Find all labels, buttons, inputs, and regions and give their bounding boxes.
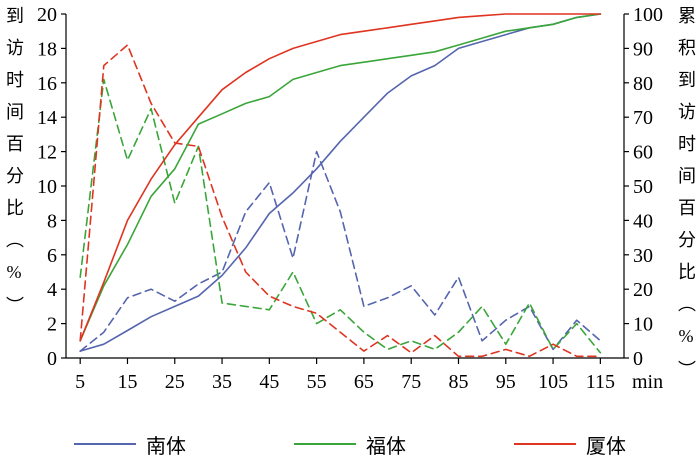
x-tick-label: 35 (212, 371, 232, 393)
series-福体-到访时间百分比 (79, 78, 602, 354)
right-tick-label: 30 (633, 245, 653, 267)
left-tick-label: 6 (47, 245, 57, 267)
left-tick-label: 4 (47, 279, 57, 301)
legend-line-sample (514, 443, 576, 445)
series-厦体-到访时间百分比 (79, 44, 602, 358)
x-tick-label: 15 (117, 371, 137, 393)
series-厦体-累积到访时间百分比 (79, 13, 602, 342)
right-tick-label: 80 (633, 73, 653, 95)
line-chart: 0 2 4 6 8 10 12 14 16 18 20 0 10 20 30 40 50 60 70 80 90 100 5… (37, 4, 663, 393)
legend-line-sample (74, 443, 136, 445)
legend-item-南体: 南体 (74, 430, 186, 459)
right-tick-label: 40 (633, 210, 653, 232)
left-tick-label: 12 (37, 142, 57, 164)
legend: 南体 福体 厦体 (20, 424, 680, 464)
legend-line-sample (294, 443, 356, 445)
x-unit-label: min (632, 371, 663, 393)
x-tick-label: 55 (307, 371, 327, 393)
right-tick-label: 60 (633, 142, 653, 164)
legend-item-福体: 福体 (294, 430, 406, 459)
right-axis-title: 累积到访时间百分比（%） (676, 6, 696, 392)
left-tick-label: 18 (37, 38, 57, 60)
left-tick-label: 0 (47, 348, 57, 370)
x-tick-label: 105 (538, 371, 568, 393)
x-tick-label: 45 (259, 371, 279, 393)
x-tick-label: 25 (165, 371, 185, 393)
legend-item-厦体: 厦体 (514, 430, 626, 459)
x-tick-label: 65 (354, 371, 374, 393)
x-tick-label: 5 (75, 371, 85, 393)
left-tick-label: 16 (37, 73, 57, 95)
x-tick-label: 95 (496, 371, 516, 393)
right-tick-label: 10 (633, 314, 653, 336)
chart-container: 到访时间百分比（%） 0 2 4 6 8 10 12 14 16 18 20 0 10 20 30 40 50 6… (4, 4, 696, 393)
right-tick-label: 70 (633, 107, 653, 129)
legend-label: 南体 (146, 435, 186, 458)
x-tick-label: 115 (586, 371, 615, 393)
series-南体-到访时间百分比 (79, 150, 602, 352)
series-南体-累积到访时间百分比 (79, 13, 602, 352)
right-tick-label: 50 (633, 176, 653, 198)
left-tick-label: 10 (37, 176, 57, 198)
legend-label: 厦体 (586, 435, 626, 458)
legend-label: 福体 (366, 435, 406, 458)
x-tick-label: 85 (448, 371, 468, 393)
x-tick-label: 75 (401, 371, 421, 393)
left-tick-label: 20 (37, 4, 57, 26)
right-tick-label: 0 (633, 348, 643, 370)
left-tick-label: 14 (37, 107, 57, 129)
right-tick-label: 20 (633, 279, 653, 301)
right-tick-label: 100 (633, 4, 663, 26)
right-tick-label: 90 (633, 38, 653, 60)
left-tick-label: 2 (47, 314, 57, 336)
left-axis-title: 到访时间百分比（%） (4, 6, 24, 328)
series-福体-累积到访时间百分比 (79, 13, 602, 342)
left-tick-label: 8 (47, 210, 57, 232)
